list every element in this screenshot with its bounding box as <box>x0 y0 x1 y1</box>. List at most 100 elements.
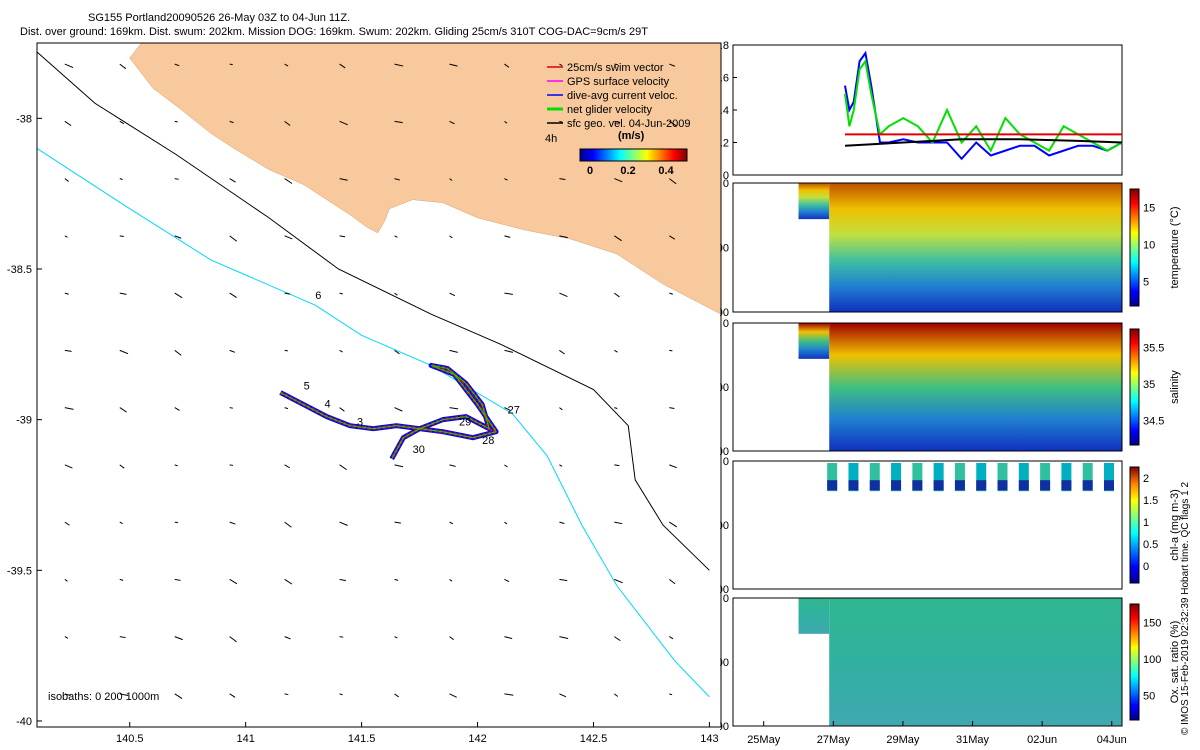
colorbar-tick-label: 0.4 <box>658 165 674 177</box>
colorbar-left-label: 4h <box>545 133 557 145</box>
legend-label: net glider velocity <box>567 104 652 116</box>
geo-velocity-arrow <box>504 464 508 468</box>
geo-velocity-arrow <box>559 521 565 525</box>
geo-velocity-arrow <box>339 292 343 295</box>
chl-profile-patch <box>954 463 965 492</box>
colorbar-tick-label: 15 <box>1143 203 1155 215</box>
profile-colorbar <box>1129 466 1140 584</box>
colorbar-tick-label: 35.5 <box>1143 342 1164 354</box>
geo-velocity-arrow <box>64 407 74 410</box>
map-ytick-label: -40 <box>16 716 32 728</box>
profile-axes-box <box>732 322 1123 452</box>
legend-label: sfc geo. vel. 04-Jun-2009 <box>567 118 691 130</box>
geo-velocity-arrow <box>339 464 347 471</box>
day-label: 30 <box>413 444 425 456</box>
day-label: 6 <box>315 290 321 302</box>
velocity-ytick-label: 0.8 <box>720 40 729 52</box>
geo-velocity-arrow <box>614 464 620 467</box>
geo-velocity-arrow <box>229 178 236 183</box>
depth-tick-label: 0 <box>723 593 729 605</box>
chl-deep-patch <box>891 480 902 491</box>
chl-deep-patch <box>1103 480 1114 491</box>
geo-velocity-arrow <box>504 578 510 583</box>
geo-velocity-arrow <box>449 235 453 239</box>
geo-velocity-arrow <box>614 292 620 298</box>
geo-velocity-arrow <box>284 178 293 184</box>
geo-velocity-arrow <box>449 693 457 698</box>
geo-velocity-arrow <box>339 578 346 582</box>
day-label: 3 <box>357 417 363 429</box>
geo-velocity-arrow <box>64 636 69 639</box>
geo-velocity-arrow <box>449 407 459 410</box>
geo-velocity-arrow <box>669 292 673 295</box>
geo-velocity-arrow <box>614 349 618 353</box>
chl-deep-patch <box>912 480 923 491</box>
geo-velocity-arrow <box>174 464 178 467</box>
footer-credit: © IMOS 15-Feb-2019 02:32:39 Hobart time.… <box>1180 481 1191 735</box>
geo-velocity-arrow <box>339 349 343 353</box>
geo-velocity-arrow <box>449 63 458 67</box>
header-line2: Dist. over ground: 169km. Dist. swum: 20… <box>20 26 648 38</box>
profile-colorbar <box>1129 603 1140 721</box>
geo-velocity-arrow <box>64 235 68 238</box>
geo-velocity-arrow <box>284 292 291 295</box>
legend-label: GPS surface velocity <box>567 76 670 88</box>
colorbar-tick-label: 100 <box>1143 654 1161 666</box>
day-label: 29 <box>459 417 471 429</box>
chl-profile-patch <box>1082 463 1093 492</box>
geo-velocity-arrow <box>64 120 72 127</box>
geo-velocity-arrow <box>119 693 129 696</box>
geo-velocity-arrow <box>339 521 348 526</box>
geo-velocity-arrow <box>449 292 456 297</box>
geo-velocity-arrow <box>229 235 238 242</box>
profile-charts: 00.20.40.60.8velocity magnitude (m/s)050… <box>720 40 1181 746</box>
legend-label: 25cm/s swim vector <box>567 62 664 74</box>
geo-velocity-arrow <box>229 292 237 298</box>
day-label: 5 <box>304 381 310 393</box>
geo-velocity-arrow <box>119 349 129 355</box>
geo-velocity-arrow <box>64 521 70 526</box>
geo-velocity-arrow <box>559 636 569 640</box>
isobath-200-line <box>36 51 710 571</box>
geo-velocity-arrow <box>559 407 563 411</box>
geo-velocity-arrow <box>559 63 563 67</box>
geo-velocity-arrow <box>449 464 456 467</box>
chl-profile-patch <box>997 463 1008 492</box>
colorbar-tick-label: 1 <box>1143 517 1149 529</box>
day-label: 27 <box>508 405 520 417</box>
chl-profile-patch <box>827 463 838 492</box>
colorbar-tick-label: 150 <box>1143 617 1161 629</box>
geo-velocity-arrow <box>394 349 400 355</box>
geo-velocity-arrow <box>229 407 233 409</box>
geo-velocity-arrow <box>394 63 404 67</box>
map-ytick-label: -38 <box>16 113 32 125</box>
geo-velocity-arrow <box>504 636 513 640</box>
geo-velocity-arrow <box>504 407 511 411</box>
depth-tick-label: 500 <box>720 243 729 255</box>
colorbar-tick-label: 0 <box>1143 561 1149 573</box>
geo-velocity-arrow <box>614 693 619 697</box>
isobath-label: isobaths: 0 200 1000m <box>48 691 159 703</box>
depth-tick-label: 1000 <box>720 721 729 733</box>
geo-velocity-arrow <box>449 178 453 181</box>
geo-velocity-arrow <box>119 578 124 581</box>
geo-velocity-arrow <box>559 349 565 355</box>
geo-velocity-arrow <box>284 521 292 528</box>
chl-deep-patch <box>976 480 987 491</box>
geo-velocity-arrow <box>668 578 676 585</box>
geo-velocity-arrow <box>284 407 289 410</box>
geo-velocity-arrow <box>64 464 73 469</box>
profile-shallow-block <box>798 598 830 634</box>
geo-velocity-arrow <box>614 578 623 584</box>
geo-velocity-arrow <box>394 178 401 181</box>
chl-profile-patch <box>1061 463 1072 492</box>
chl-deep-patch <box>1018 480 1029 491</box>
chl-profile-patch <box>1040 463 1051 492</box>
geo-velocity-arrow <box>284 349 288 352</box>
colorbar-title: (m/s) <box>618 130 645 142</box>
velocity-ytick-label: 0.6 <box>720 73 729 85</box>
geo-velocity-arrow <box>449 349 458 353</box>
map-xtick-label: 142.5 <box>580 733 608 745</box>
depth-tick-label: 500 <box>720 382 729 394</box>
geo-velocity-arrow <box>394 521 401 524</box>
